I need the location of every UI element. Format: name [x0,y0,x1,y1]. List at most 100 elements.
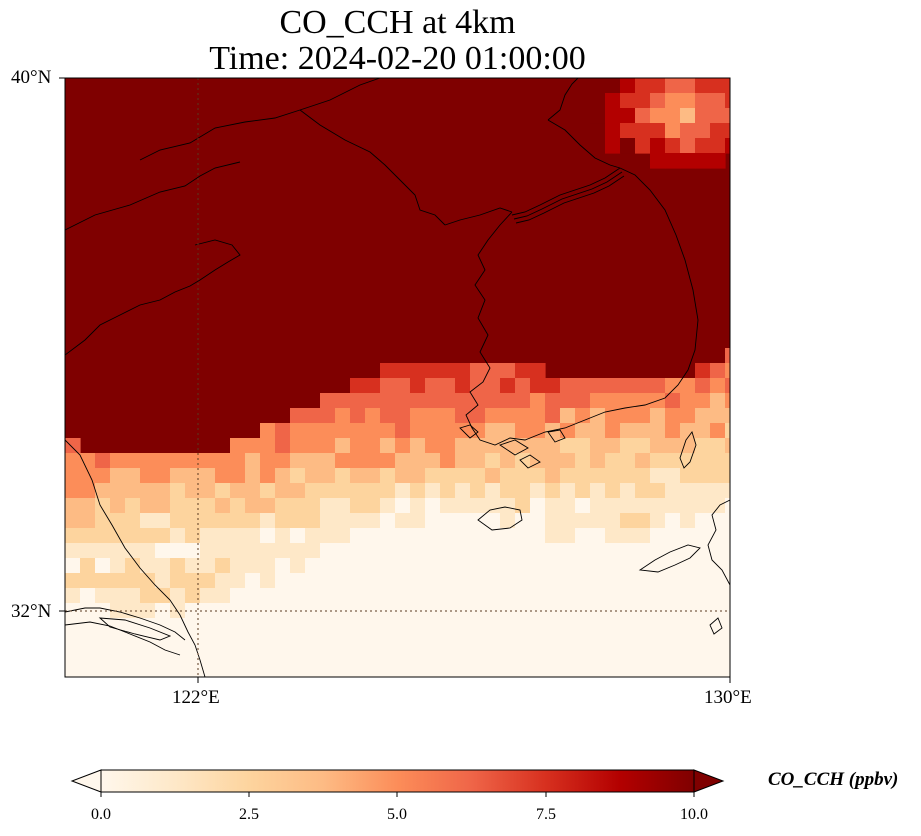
field-cell [410,558,426,574]
field-cell [500,588,516,604]
field-cell [275,558,291,574]
field-cell [515,363,531,379]
field-cell [80,663,96,677]
field-cell [80,483,96,499]
field-cell [350,468,366,484]
field-cell [545,498,561,514]
field-cell [575,633,591,649]
field-cell [695,648,711,664]
field-cell [725,498,730,514]
field-cell [305,528,321,544]
field-cell [680,663,696,677]
field-cell [335,513,351,529]
field-cell [545,663,561,677]
field-cell [155,648,171,664]
field-cell [335,618,351,634]
field-cell [455,603,471,619]
field-cell [410,513,426,529]
field-cell [245,438,261,454]
field-cell [620,528,636,544]
field-cell [575,543,591,559]
field-cell [620,438,636,454]
field-cell [110,603,126,619]
field-cell [635,138,651,154]
field-cell [305,648,321,664]
field-cell [380,648,396,664]
field-cell [725,78,730,94]
field-cell [680,648,696,664]
field-cell [245,513,261,529]
field-cell [590,483,606,499]
field-cell [185,663,201,677]
field-cell [215,648,231,664]
field-cell [530,393,546,409]
field-cell [80,558,96,574]
field-cell [200,663,216,677]
field-cell [245,648,261,664]
field-cell [155,528,171,544]
field-cell [485,633,501,649]
field-cell [665,93,681,109]
field-cell [500,453,516,469]
field-cell [620,543,636,559]
field-cell [695,483,711,499]
field-cell [260,453,276,469]
field-cell [80,588,96,604]
field-cell [560,633,576,649]
field-cell [440,498,456,514]
field-cell [605,663,621,677]
field-cell [695,603,711,619]
field-cell [125,468,141,484]
field-cell [320,618,336,634]
field-cell [725,528,730,544]
field-cell [710,393,726,409]
field-cell [575,648,591,664]
field-cell [410,648,426,664]
field-cell [650,498,666,514]
field-cell [575,663,591,677]
field-cell [710,468,726,484]
field-cell [620,483,636,499]
field-cell [230,558,246,574]
map-title-line2: Time: 2024-02-20 01:00:00 [209,40,586,77]
field-cell [725,603,730,619]
field-cell [125,513,141,529]
field-cell [695,453,711,469]
field-cell [620,603,636,619]
field-cell [620,78,636,94]
field-cell [95,573,111,589]
field-cell [710,633,726,649]
field-cell [710,603,726,619]
field-cell [380,483,396,499]
field-cell [680,138,696,154]
field-cell [500,618,516,634]
coastline-korea-bay [444,207,513,226]
field-cell [635,378,651,394]
field-cell [335,603,351,619]
field-cell [395,543,411,559]
field-cell [140,543,156,559]
field-cell [140,513,156,529]
field-cell [230,618,246,634]
field-cell [650,108,666,124]
field-cell [665,663,681,677]
field-cell [485,498,501,514]
field-cell [125,558,141,574]
field-cell [665,438,681,454]
field-cell [725,558,730,574]
field-cell [215,528,231,544]
field-cell [575,558,591,574]
field-cell [560,513,576,529]
field-cell [575,498,591,514]
field-cell [680,453,696,469]
field-cell [725,138,730,154]
coastline-shandong [65,161,241,231]
field-cell [650,483,666,499]
field-cell [320,603,336,619]
field-cell [590,408,606,424]
field-cell [110,543,126,559]
field-cell [170,483,186,499]
field-cell [350,453,366,469]
field-cell [620,108,636,124]
